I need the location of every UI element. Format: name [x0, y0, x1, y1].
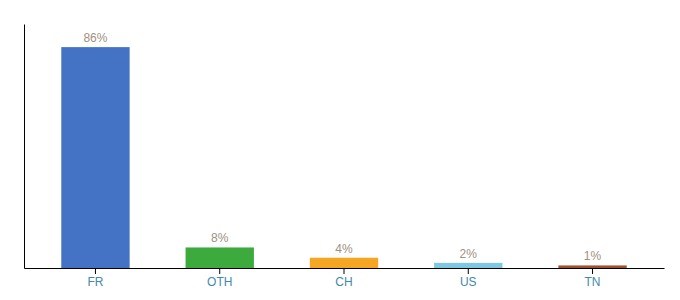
x-axis: FR OTH CH US TN — [25, 268, 665, 289]
data-label: 4% — [335, 242, 353, 256]
plot-area: 86% 8% 4% 2% 1% FR OTH CH US TN — [25, 25, 665, 289]
bar — [186, 247, 254, 268]
bars — [61, 47, 626, 268]
x-tick-label: OTH — [207, 275, 232, 289]
x-tick-mark — [468, 268, 469, 274]
bar — [558, 265, 626, 268]
bar — [61, 47, 129, 268]
y-axis-line — [24, 25, 25, 269]
data-label: 8% — [211, 231, 229, 245]
bar — [310, 258, 378, 268]
data-labels: 86% 8% 4% 2% 1% — [83, 31, 601, 263]
x-tick: US — [460, 268, 477, 289]
x-tick-mark — [219, 268, 220, 274]
x-tick-mark — [95, 268, 96, 274]
chart-svg: 86% 8% 4% 2% 1% FR OTH CH US TN — [0, 0, 680, 300]
x-tick-mark — [344, 268, 345, 274]
y-axis — [24, 25, 25, 269]
x-tick: CH — [335, 268, 352, 289]
data-label: 86% — [83, 31, 107, 45]
bar — [434, 263, 502, 268]
x-tick-label: FR — [87, 275, 103, 289]
x-tick-mark — [592, 268, 593, 274]
x-tick-label: US — [460, 275, 477, 289]
x-tick: FR — [87, 268, 103, 289]
data-label: 2% — [460, 247, 478, 261]
chart-container: 86% 8% 4% 2% 1% FR OTH CH US TN — [0, 0, 680, 300]
x-tick: TN — [585, 268, 601, 289]
x-tick-label: CH — [335, 275, 352, 289]
x-tick: OTH — [207, 268, 232, 289]
data-label: 1% — [584, 249, 602, 263]
x-tick-label: TN — [585, 275, 601, 289]
